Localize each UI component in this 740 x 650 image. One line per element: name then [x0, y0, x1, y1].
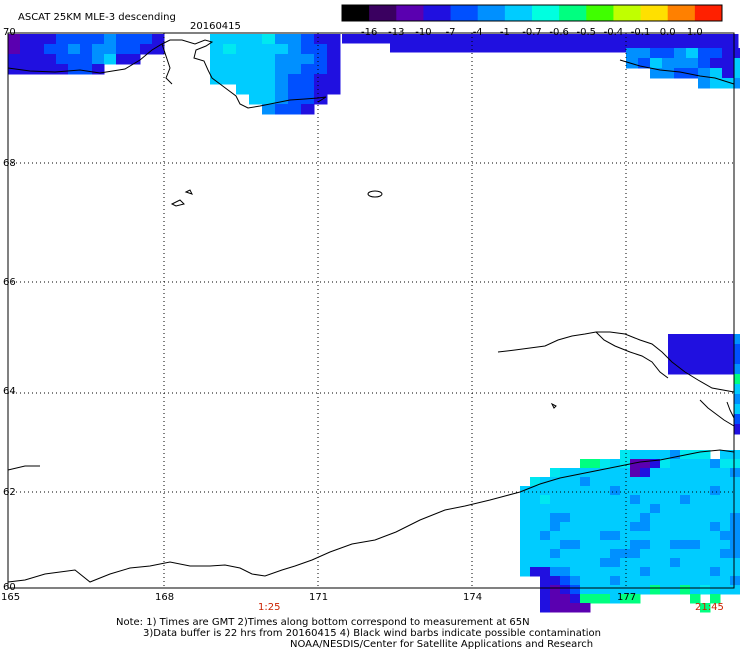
lat-label-70: 70 [3, 27, 16, 38]
alaska-north-coast [619, 59, 735, 85]
note-line-3: NOAA/NESDIS/Center for Satellite Applica… [290, 639, 594, 650]
saint-lawrence-fragment [726, 401, 735, 419]
colorbar-label: -0.1 [630, 27, 651, 38]
note-line-1: Note: 1) Times are GMT 2)Times along bot… [116, 617, 530, 628]
colorbar-swatch [450, 5, 479, 21]
island-small-2 [184, 189, 193, 195]
lon-label-165: 165 [1, 592, 21, 603]
colorbar-label: -16 [360, 27, 378, 38]
lat-label-60: 60 [3, 582, 16, 593]
colorbar-label: -0.4 [603, 27, 624, 38]
chukotka-inlet [161, 43, 173, 85]
colorbar-label: -1 [499, 27, 510, 38]
alaska-southwest-coast [519, 449, 735, 493]
note-line-2: 3)Data buffer is 22 hrs from 20160415 4)… [143, 628, 601, 639]
island-small-3 [550, 402, 557, 409]
grid-lines [8, 33, 734, 588]
colorbar-swatch [342, 5, 370, 21]
lon-label-174: 174 [463, 592, 483, 603]
colorbar-swatch [613, 5, 642, 21]
time-right: 21:45 [695, 602, 724, 613]
lat-label-62: 62 [3, 487, 16, 498]
island-small-1 [170, 199, 185, 207]
colorbar-swatch [423, 5, 452, 21]
colorbar-label: -10 [415, 27, 432, 38]
time-left: 1:25 [258, 602, 281, 613]
map-date: 20160415 [190, 21, 241, 32]
colorbar-label: -0.6 [549, 27, 569, 38]
lat-label-66: 66 [3, 277, 16, 288]
colorbar-label: -0.7 [522, 27, 542, 38]
chukotka-north-coast [7, 39, 327, 109]
colorbar-swatch [559, 5, 587, 21]
lat-label-64: 64 [3, 386, 16, 397]
alaska-yukon-delta [699, 399, 735, 427]
alaska-west-coast [497, 331, 735, 393]
lon-label-168: 168 [155, 592, 175, 603]
data-swaths [8, 34, 740, 613]
map-title: ASCAT 25KM MLE-3 descending [18, 12, 176, 23]
colorbar-swatch [504, 5, 533, 21]
colorbar-swatch [694, 5, 723, 21]
colorbar-frame [341, 4, 723, 22]
colorbar-label: -4 [472, 27, 483, 38]
colorbar-label: -0.5 [576, 27, 597, 38]
island-herald [367, 190, 383, 198]
lat-label-68: 68 [3, 158, 16, 169]
colorbar-label: -13 [388, 27, 405, 38]
lon-label-171: 171 [309, 592, 329, 603]
map-frame [7, 32, 735, 589]
alaska-seward [595, 331, 669, 379]
colorbar-label: -7 [445, 27, 456, 38]
colorbar-swatch [532, 5, 560, 21]
colorbar-swatch [586, 5, 614, 21]
colorbar-swatch [477, 5, 506, 21]
gulf-of-anadyr-coast [7, 491, 521, 583]
colorbar-label: 1.0 [686, 27, 703, 38]
lon-label-177: 177 [617, 592, 637, 603]
colorbar-swatch [667, 5, 696, 21]
colorbar-label: 0.0 [659, 27, 676, 38]
colorbar-swatch [369, 5, 397, 21]
coastlines [7, 39, 735, 583]
colorbar [341, 4, 723, 22]
wrangel-coast-fragment [7, 465, 40, 471]
colorbar-swatch [640, 5, 669, 21]
colorbar-swatch [396, 5, 424, 21]
